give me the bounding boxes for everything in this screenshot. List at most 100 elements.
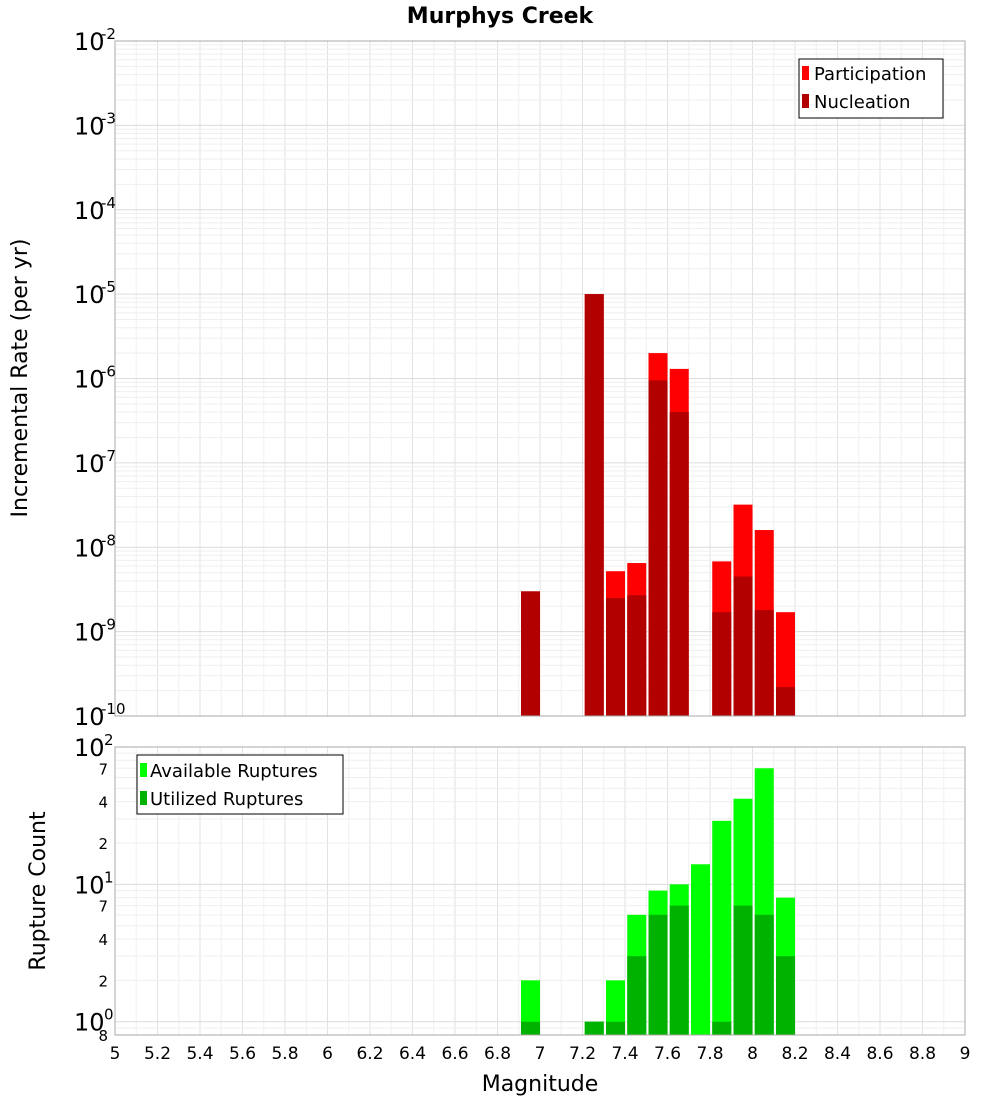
y-tick-exponent: -2: [101, 25, 116, 43]
x-tick-label: 5: [110, 1044, 121, 1064]
bar-utilized-ruptures: [712, 1021, 732, 1035]
x-tick-label: 8.8: [909, 1044, 936, 1064]
x-tick-label: 6.4: [399, 1044, 426, 1064]
legend-label-participation: Participation: [814, 64, 926, 85]
x-axis-ticks: 5 5.2 5.4 5.6 5.8 6 6.2 6.4 6.6 6.8 7 7.2 7.4 7.6 7.8 8…: [110, 1044, 971, 1064]
legend-label-nucleation: Nucleation: [814, 92, 910, 113]
legend-swatch-utilized-ruptures: [140, 791, 147, 805]
bar-nucleation: [648, 380, 668, 716]
y-tick-minor-label: 7: [98, 898, 108, 916]
y-tick-exponent: -5: [101, 278, 116, 296]
legend-swatch-participation: [802, 66, 809, 80]
y-tick-exponent: -9: [101, 616, 116, 634]
x-tick-label: 6.8: [484, 1044, 511, 1064]
x-tick-label: 8.4: [824, 1044, 851, 1064]
bottom-bars: [521, 768, 795, 1035]
bar-nucleation: [712, 612, 732, 716]
legend-label-available-ruptures: Available Ruptures: [150, 761, 318, 782]
y-tick-label: 10: [74, 197, 105, 225]
bar-nucleation: [669, 412, 689, 716]
x-tick-label: 5.2: [144, 1044, 171, 1064]
x-tick-label: 6.2: [356, 1044, 383, 1064]
bottom-y-axis-label: Rupture Count: [26, 811, 51, 971]
y-tick-exponent: 1: [104, 868, 114, 886]
bar-utilized-ruptures: [669, 905, 689, 1035]
x-tick-label: 7.6: [654, 1044, 681, 1064]
bottom-plot-frame: [114, 746, 966, 1036]
x-tick-label: 9: [960, 1044, 971, 1064]
y-tick-exponent: -6: [101, 363, 116, 381]
y-tick-exponent: -3: [101, 109, 116, 127]
bar-nucleation: [521, 591, 540, 716]
bar-available-ruptures: [606, 980, 625, 1035]
y-tick-minor-label: 4: [98, 931, 108, 949]
x-tick-label: 5.8: [271, 1044, 298, 1064]
x-tick-label: 7: [535, 1044, 546, 1064]
y-tick-exponent: 2: [104, 731, 114, 749]
y-tick-label: 10: [74, 450, 105, 478]
y-tick-label: 10: [74, 534, 105, 562]
bar-utilized-ruptures: [648, 914, 668, 1035]
x-tick-label: 5.4: [186, 1044, 213, 1064]
bottom-legend: Available Ruptures Utilized Ruptures: [136, 754, 344, 815]
y-tick-label: 10: [74, 28, 105, 56]
y-tick-exponent: -7: [101, 447, 116, 465]
y-tick-label: 10: [74, 703, 105, 731]
x-tick-label: 8: [747, 1044, 758, 1064]
y-tick-exponent: -4: [101, 194, 116, 212]
bar-nucleation: [754, 610, 774, 716]
x-tick-label: 6: [322, 1044, 333, 1064]
top-y-axis-label: Incremental Rate (per yr): [8, 239, 33, 518]
top-plot-frame: [114, 40, 966, 717]
top-bars: [521, 294, 795, 716]
x-tick-label: 7.8: [696, 1044, 723, 1064]
x-tick-label: 5.6: [229, 1044, 256, 1064]
y-tick-label: 10: [74, 734, 105, 762]
bar-utilized-ruptures: [754, 914, 774, 1035]
bar-utilized-ruptures: [606, 1021, 625, 1035]
bar-nucleation: [627, 595, 647, 716]
y-tick-exponent: 0: [104, 1006, 114, 1024]
bar-available-ruptures: [712, 820, 732, 1035]
y-tick-label: 10: [74, 366, 105, 394]
bottom-legend-box: [136, 754, 344, 815]
y-tick-exponent: -8: [101, 531, 116, 549]
y-tick-minor-label: 7: [98, 760, 108, 778]
bar-utilized-ruptures: [733, 905, 753, 1035]
y-tick-label: 10: [74, 281, 105, 309]
chart-title: Murphys Creek: [407, 4, 595, 29]
legend-label-utilized-ruptures: Utilized Ruptures: [150, 789, 303, 810]
y-tick-minor-label: 2: [98, 972, 108, 990]
bar-utilized-ruptures: [521, 1021, 540, 1035]
bar-utilized-ruptures: [776, 956, 795, 1035]
x-tick-label: 7.2: [569, 1044, 596, 1064]
y-tick-label: 10: [74, 1009, 105, 1037]
x-tick-label: 8.2: [781, 1044, 808, 1064]
top-grid: [114, 41, 966, 717]
y-tick-label: 10: [74, 619, 105, 647]
bar-nucleation: [776, 687, 795, 716]
bar-nucleation: [584, 294, 604, 716]
x-tick-label: 7.4: [611, 1044, 638, 1064]
bar-nucleation: [733, 576, 753, 716]
y-tick-minor-label: 4: [98, 794, 108, 812]
y-tick-minor-label: 8: [98, 1027, 108, 1045]
y-tick-exponent: -10: [101, 700, 126, 718]
bar-utilized-ruptures: [627, 956, 647, 1035]
x-tick-label: 8.6: [866, 1044, 893, 1064]
y-tick-label: 10: [74, 112, 105, 140]
bar-available-ruptures: [521, 980, 540, 1035]
legend-swatch-nucleation: [802, 94, 809, 108]
legend-swatch-available-ruptures: [140, 763, 147, 777]
bar-utilized-ruptures: [584, 1021, 604, 1035]
top-legend: Participation Nucleation: [798, 58, 944, 119]
top-legend-box: [798, 58, 944, 119]
y-tick-label: 10: [74, 871, 105, 899]
bar-nucleation: [606, 598, 625, 716]
x-tick-label: 6.6: [441, 1044, 468, 1064]
